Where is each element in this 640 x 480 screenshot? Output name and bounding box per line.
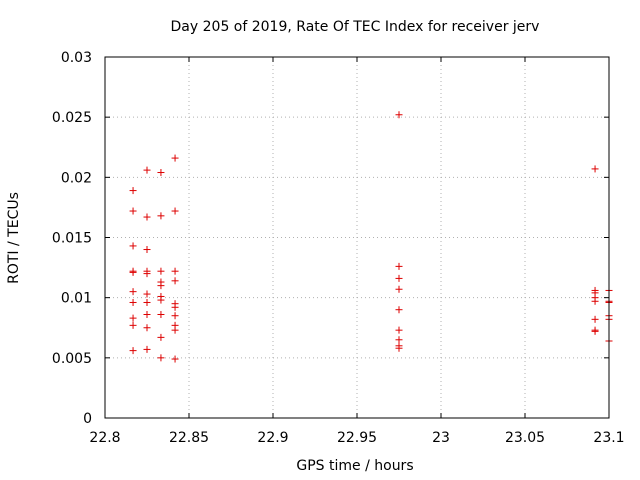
grid-lines (105, 57, 609, 418)
data-point (395, 336, 403, 344)
data-point (171, 267, 179, 275)
chart-title: Day 205 of 2019, Rate Of TEC Index for r… (171, 19, 540, 35)
data-point (143, 270, 151, 278)
y-tick-label: 0.005 (52, 351, 92, 367)
data-point (395, 274, 403, 282)
x-axis-title: GPS time / hours (296, 458, 413, 474)
data-point (129, 207, 137, 215)
data-point (171, 207, 179, 215)
data-point (157, 212, 165, 220)
data-points (129, 111, 613, 363)
y-tick-label: 0.015 (52, 231, 92, 247)
data-point (395, 285, 403, 293)
x-tick-label: 22.8 (89, 430, 120, 446)
data-point (129, 187, 137, 195)
y-tick-labels: 0 0.005 0.01 0.015 0.02 0.025 0.03 (52, 50, 92, 427)
data-point (171, 312, 179, 320)
data-point (129, 321, 137, 329)
data-point (129, 268, 137, 276)
data-point (143, 298, 151, 306)
x-tick-label: 23.05 (505, 430, 545, 446)
data-point (171, 277, 179, 285)
data-point (395, 344, 403, 352)
data-point (157, 169, 165, 177)
data-point (157, 267, 165, 275)
data-point (171, 303, 179, 311)
data-point (157, 333, 165, 341)
y-tick-label: 0.03 (61, 50, 92, 66)
data-point (171, 154, 179, 162)
y-tick-label: 0.025 (52, 110, 92, 126)
data-point (143, 290, 151, 298)
data-point (591, 165, 599, 173)
plot-frame (104, 56, 610, 419)
x-tick-label: 23.1 (593, 430, 624, 446)
data-point (157, 311, 165, 319)
data-point (129, 298, 137, 306)
y-tick-label: 0.02 (61, 170, 92, 186)
data-point (143, 166, 151, 174)
data-point (591, 297, 599, 305)
data-point (395, 326, 403, 334)
data-point (143, 345, 151, 353)
data-point (171, 355, 179, 363)
x-tick-labels: 22.8 22.85 22.9 22.95 23 23.05 23.1 (89, 430, 624, 446)
data-point (395, 262, 403, 270)
x-tick-label: 23 (432, 430, 450, 446)
data-point (591, 315, 599, 323)
y-tick-label: 0.01 (61, 291, 92, 307)
data-point (129, 347, 137, 355)
data-point (157, 296, 165, 304)
data-point (143, 311, 151, 319)
y-tick-label: 0 (83, 411, 92, 427)
data-point (395, 111, 403, 119)
data-point (157, 282, 165, 290)
y-axis-title: ROTI / TECUs (6, 192, 22, 284)
data-point (129, 314, 137, 322)
data-point (395, 306, 403, 314)
data-point (129, 288, 137, 296)
x-tick-label: 22.95 (337, 430, 377, 446)
data-point (143, 324, 151, 332)
data-point (143, 213, 151, 221)
data-point (157, 354, 165, 362)
data-point (143, 246, 151, 254)
x-tick-label: 22.85 (169, 430, 209, 446)
data-point (171, 326, 179, 334)
data-point (129, 242, 137, 250)
data-point (591, 327, 599, 335)
x-tick-label: 22.9 (257, 430, 288, 446)
